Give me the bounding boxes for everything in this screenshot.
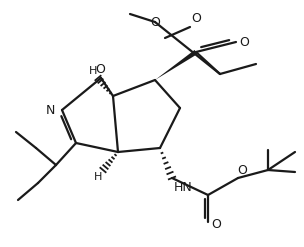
Text: N: N <box>45 103 55 117</box>
Text: O: O <box>239 36 249 48</box>
Text: O: O <box>95 62 105 76</box>
Text: HN: HN <box>174 181 193 193</box>
Text: H: H <box>94 172 102 182</box>
Text: O: O <box>150 16 160 28</box>
Text: O: O <box>191 12 201 24</box>
Text: O: O <box>237 164 247 177</box>
Text: H: H <box>89 66 97 76</box>
Text: O: O <box>211 218 221 230</box>
Polygon shape <box>155 50 197 80</box>
